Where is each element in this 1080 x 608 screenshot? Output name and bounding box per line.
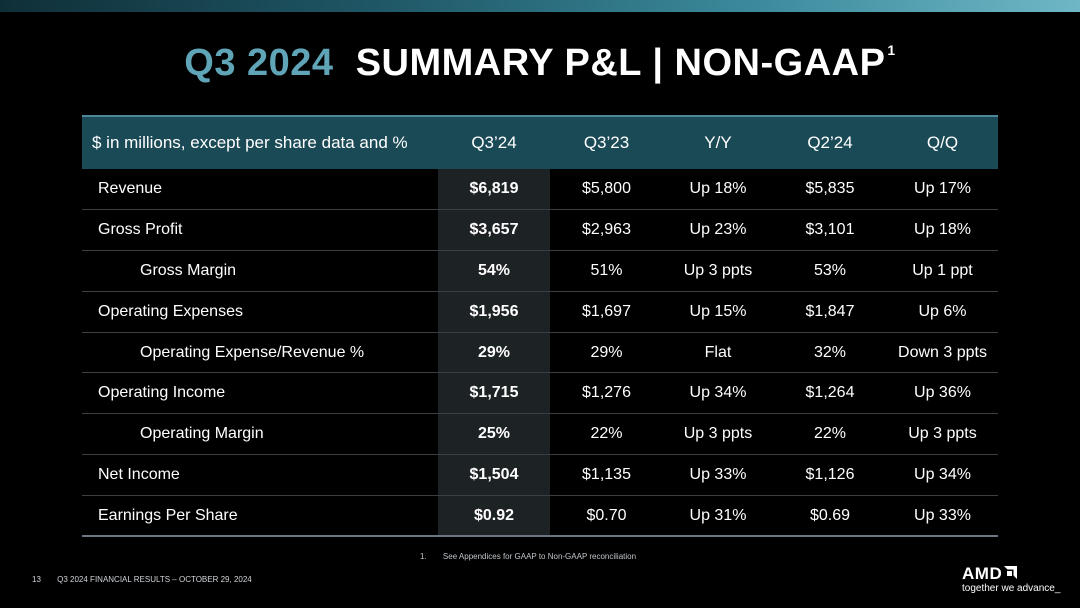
header-q2-24: Q2’24	[807, 133, 853, 152]
header-metric: $ in millions, except per share data and…	[92, 133, 408, 152]
pl-table: $ in millions, except per share data and…	[82, 115, 998, 537]
cell-q3-23: $1,697	[582, 302, 631, 320]
table-row: Operating Expenses $1,956 $1,697 Up 15% …	[82, 291, 998, 333]
cell-q2-24: $1,847	[805, 302, 855, 320]
footnote-text: See Appendices for GAAP to Non-GAAP reco…	[442, 552, 637, 561]
cell-yy: Up 23%	[689, 221, 747, 239]
cell-q2-24: 53%	[813, 261, 847, 279]
cell-yy: Up 3 ppts	[683, 425, 753, 443]
header-q3-24: Q3’24	[471, 133, 517, 152]
row-label: Gross Margin	[140, 261, 237, 279]
header-yy: Y/Y	[704, 133, 732, 152]
table-row: Operating Margin 25% 22% Up 3 ppts 22% U…	[82, 413, 998, 455]
cell-q3-24: $6,819	[438, 169, 550, 210]
table-row: Revenue $6,819 $5,800 Up 18% $5,835 Up 1…	[82, 169, 998, 210]
row-label: Operating Income	[98, 384, 226, 402]
amd-arrow-icon	[1004, 566, 1018, 584]
cell-yy: Up 33%	[689, 465, 747, 483]
cell-qq: Up 17%	[914, 180, 971, 198]
row-label: Operating Margin	[140, 425, 264, 443]
cell-yy: Up 34%	[689, 384, 747, 402]
cell-yy: Up 31%	[689, 506, 747, 524]
cell-q3-23: $1,276	[582, 384, 631, 402]
cell-yy: Flat	[704, 343, 732, 361]
cell-q2-24: 32%	[813, 343, 847, 361]
cell-qq: Up 18%	[914, 221, 971, 239]
cell-q3-23: 51%	[590, 261, 623, 279]
row-label: Net Income	[98, 465, 180, 483]
amd-logo: AMD together we advance_	[962, 564, 1062, 594]
cell-q2-24: $1,126	[805, 465, 855, 483]
cell-q3-24: $1,715	[438, 372, 550, 414]
row-label: Earnings Per Share	[98, 506, 238, 524]
cell-q3-24: $3,657	[438, 209, 550, 251]
row-label: Revenue	[98, 180, 163, 198]
cell-q3-23: $2,963	[582, 221, 631, 239]
header-q3-23: Q3’23	[583, 133, 630, 152]
table-row: Net Income $1,504 $1,135 Up 33% $1,126 U…	[82, 454, 998, 496]
cell-qq: Up 36%	[914, 384, 971, 402]
cell-yy: Up 18%	[689, 180, 747, 198]
top-accent-band	[0, 0, 1080, 12]
page-title: Q3 2024 SUMMARY P&L | NON-GAAP 1	[0, 42, 1080, 85]
cell-q2-24: $1,264	[805, 384, 855, 402]
pl-table-container: $ in millions, except per share data and…	[82, 115, 998, 537]
title-main: SUMMARY P&L | NON-GAAP	[355, 42, 886, 84]
row-label: Operating Expenses	[98, 302, 243, 320]
cell-q3-23: $5,800	[582, 180, 631, 198]
table-row: Operating Income $1,715 $1,276 Up 34% $1…	[82, 372, 998, 414]
cell-q3-24: 25%	[438, 413, 550, 455]
logo-brand: AMD	[962, 564, 1003, 583]
cell-q3-23: $1,135	[582, 465, 631, 483]
row-label: Gross Profit	[98, 221, 183, 239]
cell-q3-24: 29%	[438, 332, 550, 373]
cell-qq: Up 34%	[914, 465, 971, 483]
title-superscript: 1	[887, 42, 896, 59]
cell-q3-24: $1,956	[438, 291, 550, 333]
cell-q3-23: 22%	[590, 425, 623, 443]
footer-text: Q3 2024 FINANCIAL RESULTS – OCTOBER 29, …	[57, 575, 252, 584]
cell-yy: Up 15%	[689, 302, 747, 320]
footnote: 1. See Appendices for GAAP to Non-GAAP r…	[420, 552, 636, 561]
cell-qq: Up 33%	[914, 506, 971, 524]
cell-qq: Up 6%	[918, 302, 967, 320]
cell-qq: Up 1 ppt	[912, 261, 973, 279]
row-label: Operating Expense/Revenue %	[140, 343, 365, 361]
cell-q3-24: $1,504	[438, 454, 550, 496]
cell-q3-24: $0.92	[438, 495, 550, 537]
header-qq: Q/Q	[926, 133, 959, 152]
table-row: Gross Margin 54% 51% Up 3 ppts 53% Up 1 …	[82, 250, 998, 292]
table-row: Earnings Per Share $0.92 $0.70 Up 31% $0…	[82, 495, 998, 537]
cell-q2-24: $3,101	[805, 221, 855, 239]
cell-q3-23: 29%	[590, 343, 623, 361]
table-row: Gross Profit $3,657 $2,963 Up 23% $3,101…	[82, 209, 998, 251]
cell-yy: Up 3 ppts	[683, 261, 753, 279]
table-header-row: $ in millions, except per share data and…	[82, 116, 998, 169]
cell-q2-24: $0.69	[809, 506, 851, 524]
slide-footer: 13 Q3 2024 FINANCIAL RESULTS – OCTOBER 2…	[32, 575, 252, 584]
cell-qq: Up 3 ppts	[908, 425, 977, 443]
cell-qq: Down 3 ppts	[898, 343, 987, 361]
footnote-number: 1.	[420, 552, 427, 561]
cell-q2-24: 22%	[813, 425, 847, 443]
logo-tagline: together we advance_	[962, 583, 1061, 594]
cell-q3-23: $0.70	[586, 506, 627, 524]
title-accent: Q3 2024	[184, 42, 334, 84]
cell-q2-24: $5,835	[805, 180, 855, 198]
cell-q3-24: 54%	[438, 250, 550, 292]
table-row: Operating Expense/Revenue % 29% 29% Flat…	[82, 332, 998, 373]
page-number: 13	[32, 575, 41, 584]
